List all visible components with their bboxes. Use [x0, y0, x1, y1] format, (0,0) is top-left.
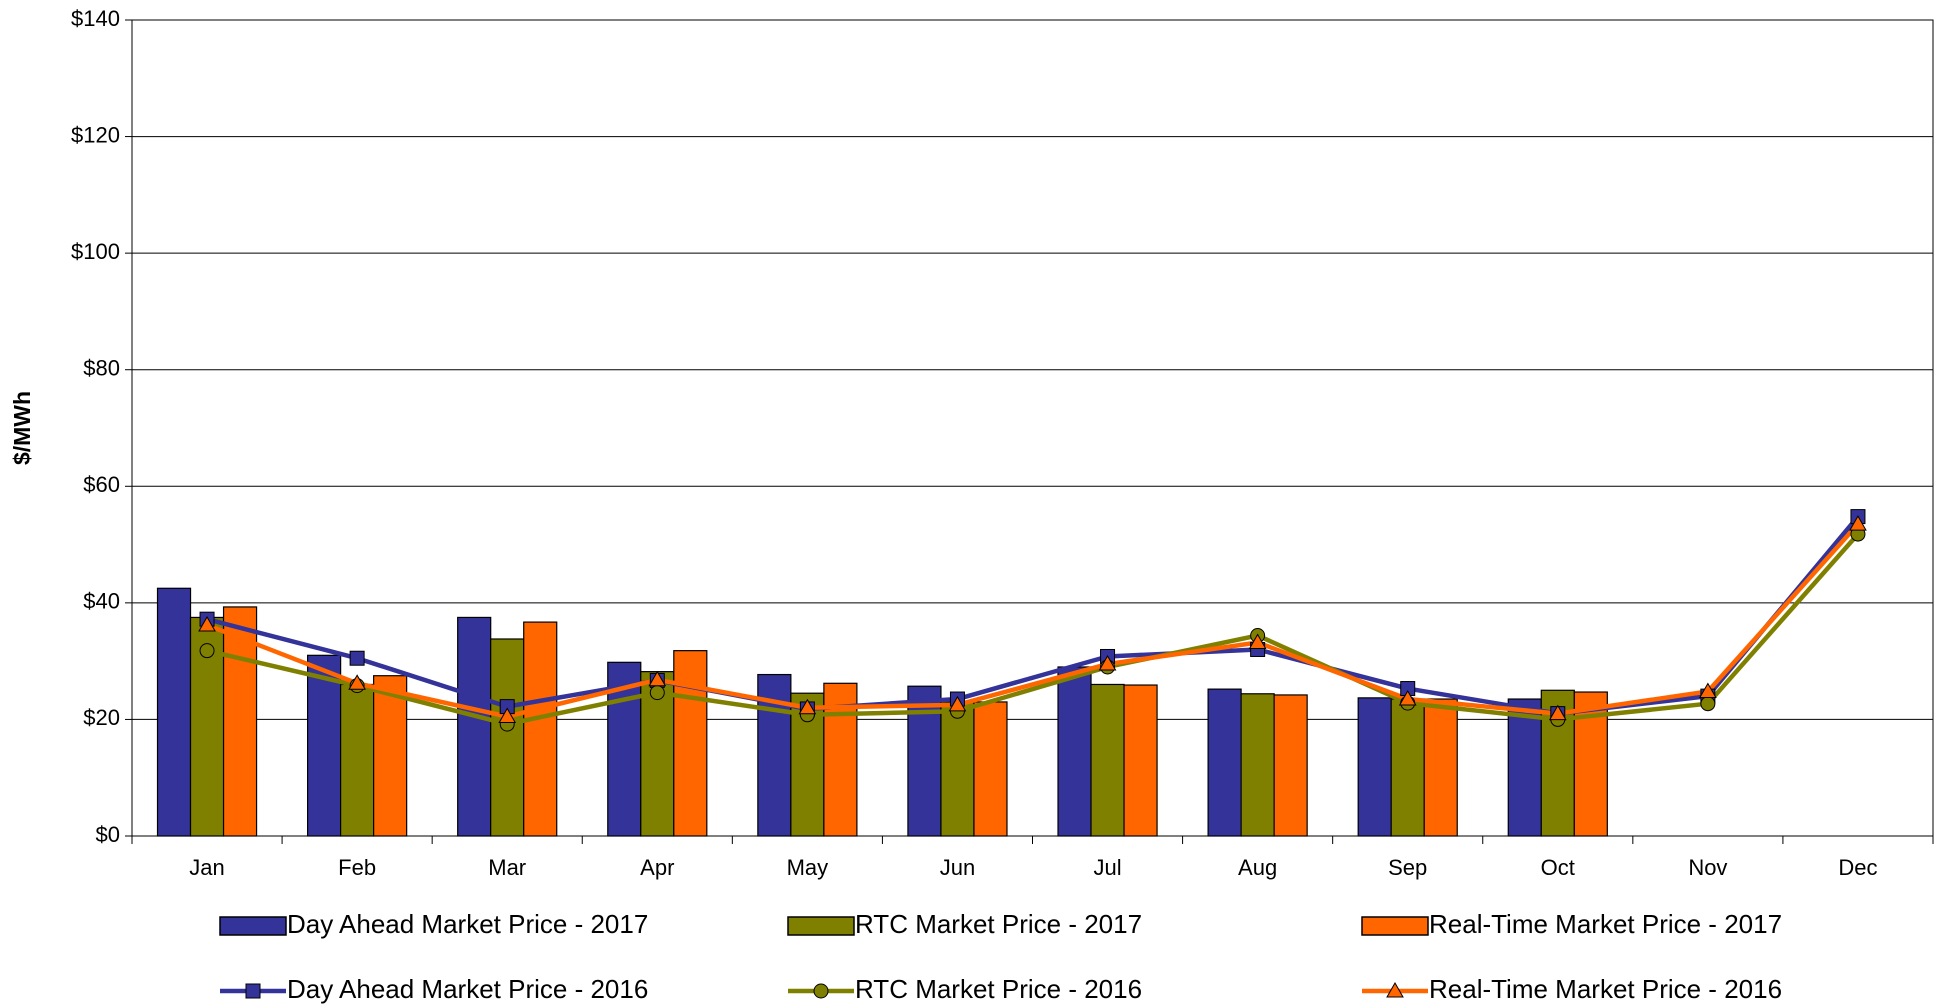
bar — [1123, 684, 1158, 837]
bar — [1273, 694, 1308, 837]
legend-label: RTC Market Price - 2017 — [855, 909, 1142, 939]
legend-marker — [245, 983, 261, 999]
y-tick-label: $80 — [83, 356, 120, 381]
x-tick-label: Oct — [1541, 855, 1575, 880]
bar — [1207, 688, 1242, 837]
bar — [490, 638, 525, 837]
y-tick-label: $60 — [83, 472, 120, 497]
x-tick-label: Sep — [1388, 855, 1427, 880]
y-tick-label: $140 — [71, 6, 120, 31]
line-marker — [348, 674, 366, 690]
legend-label: Day Ahead Market Price - 2017 — [287, 909, 648, 939]
bar — [673, 650, 708, 837]
y-tick-label: $40 — [83, 589, 120, 614]
bar — [1057, 666, 1092, 837]
y-tick-label: $20 — [83, 705, 120, 730]
legend-swatch — [787, 916, 855, 936]
bar — [1390, 698, 1425, 837]
y-tick-label: $0 — [96, 822, 120, 847]
line-marker — [1248, 633, 1267, 649]
bar — [1240, 693, 1275, 837]
x-tick-label: Aug — [1238, 855, 1277, 880]
x-tick-label: Jan — [189, 855, 224, 880]
y-axis-label: $/MWh — [9, 391, 35, 465]
legend-marker — [813, 983, 829, 999]
line-marker — [199, 643, 215, 659]
line-marker — [198, 615, 216, 632]
line-marker — [1700, 696, 1716, 712]
line — [206, 532, 1860, 727]
x-tick-label: Feb — [338, 855, 376, 880]
legend-item: Day Ahead Market Price - 2017 — [219, 909, 648, 939]
bar — [1357, 697, 1392, 837]
legend-item: Day Ahead Market Price - 2016 — [220, 974, 648, 1004]
bar — [222, 606, 258, 837]
bar — [790, 692, 825, 837]
legend-label: RTC Market Price - 2016 — [855, 974, 1142, 1004]
bar — [940, 701, 975, 837]
bar — [156, 587, 192, 837]
x-tick-label: Mar — [488, 855, 526, 880]
line-marker — [498, 707, 517, 724]
bar — [373, 675, 408, 837]
legend-item: Real-Time Market Price - 2017 — [1361, 909, 1782, 939]
legend-label: Real-Time Market Price - 2016 — [1429, 974, 1782, 1004]
legend-swatch — [1361, 916, 1429, 936]
legend-item: Real-Time Market Price - 2016 — [1362, 974, 1782, 1004]
bar — [457, 616, 492, 837]
x-tick-label: Dec — [1838, 855, 1877, 880]
legend-marker — [1386, 981, 1404, 998]
bar — [1507, 698, 1542, 837]
legend-label: Day Ahead Market Price - 2016 — [287, 974, 648, 1004]
line-marker — [649, 685, 665, 701]
line-marker — [948, 695, 967, 712]
legend-item: RTC Market Price - 2017 — [787, 909, 1142, 939]
x-tick-label: May — [787, 855, 829, 880]
legend-swatch — [219, 916, 287, 936]
bar — [340, 683, 375, 837]
x-tick-label: Apr — [640, 855, 674, 880]
bar — [306, 654, 342, 837]
line-marker — [1098, 655, 1117, 671]
x-tick-label: Jun — [940, 855, 975, 880]
x-tick-label: Jul — [1093, 855, 1121, 880]
bar — [973, 701, 1008, 837]
bar — [1090, 683, 1125, 837]
y-tick-label: $120 — [71, 122, 120, 147]
line-marker — [349, 650, 365, 666]
line-marker — [1548, 704, 1567, 721]
x-tick-label: Nov — [1688, 855, 1727, 880]
line-marker — [1699, 682, 1717, 698]
bar — [1423, 698, 1458, 837]
bar — [523, 621, 558, 837]
legend-item: RTC Market Price - 2016 — [788, 974, 1142, 1004]
line-marker — [1398, 690, 1417, 706]
line — [206, 522, 1860, 719]
y-tick-label: $100 — [71, 239, 120, 264]
line-marker — [1849, 515, 1867, 531]
line-marker — [648, 670, 667, 687]
legend-label: Real-Time Market Price - 2017 — [1429, 909, 1782, 939]
bar — [907, 685, 942, 837]
line-marker — [798, 698, 817, 715]
